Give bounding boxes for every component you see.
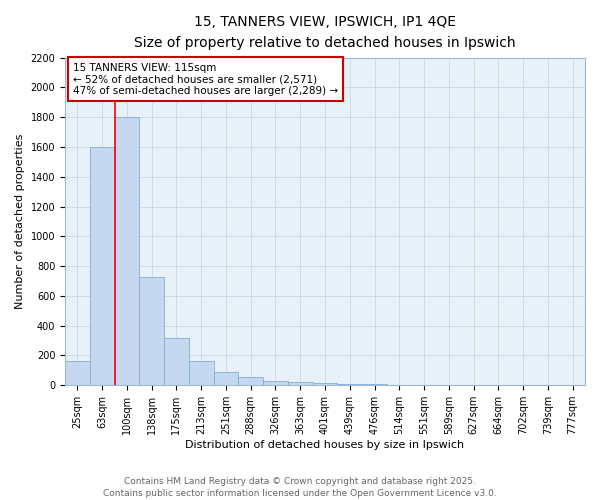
Text: 15 TANNERS VIEW: 115sqm
← 52% of detached houses are smaller (2,571)
47% of semi: 15 TANNERS VIEW: 115sqm ← 52% of detache… (73, 62, 338, 96)
Bar (90, 147, 115, 385)
Bar (337, 384, 362, 385)
Bar (362, 384, 387, 385)
Bar (115, 118, 139, 385)
X-axis label: Distribution of detached houses by size in Ipswich: Distribution of detached houses by size … (185, 440, 464, 450)
Bar (189, 362, 214, 385)
Bar (238, 377, 263, 385)
Bar (139, 276, 164, 385)
Title: 15, TANNERS VIEW, IPSWICH, IP1 4QE
Size of property relative to detached houses : 15, TANNERS VIEW, IPSWICH, IP1 4QE Size … (134, 15, 516, 50)
Bar (164, 338, 189, 385)
Bar (313, 383, 337, 385)
Bar (214, 372, 238, 385)
Y-axis label: Number of detached properties: Number of detached properties (15, 134, 25, 309)
Bar (263, 381, 288, 385)
Text: Contains HM Land Registry data © Crown copyright and database right 2025.
Contai: Contains HM Land Registry data © Crown c… (103, 476, 497, 498)
Bar (65, 362, 90, 385)
Bar (288, 382, 313, 385)
